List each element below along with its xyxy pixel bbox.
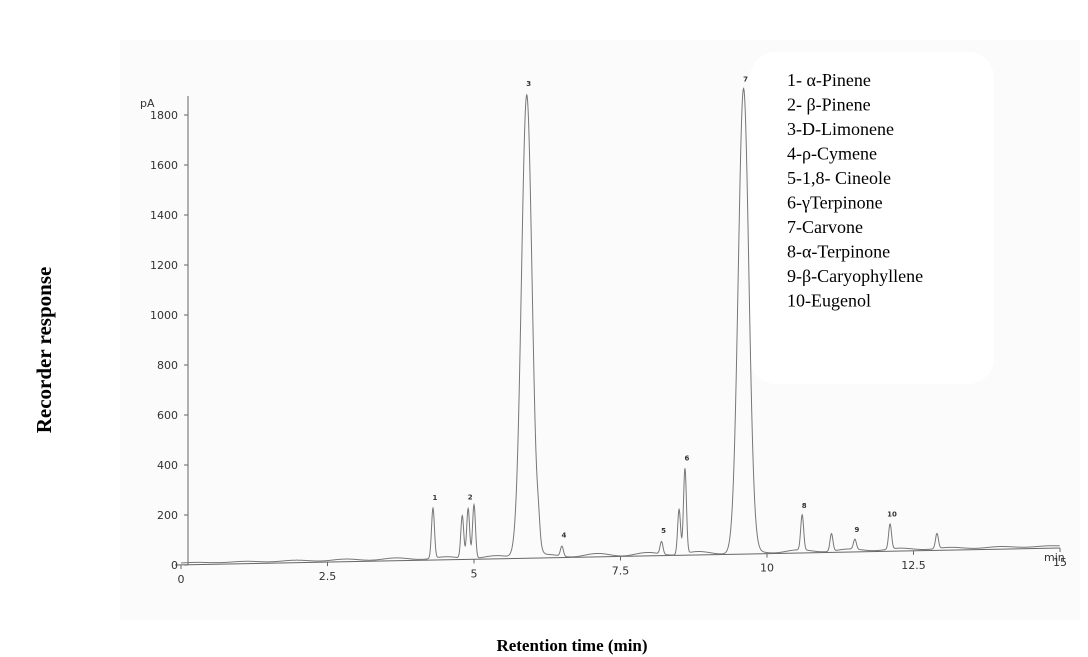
x-tick-label: 10 — [760, 562, 774, 575]
legend-item: 10-Eugenol — [787, 291, 871, 311]
y-tick-label: 0 — [171, 559, 178, 572]
x-axis-ticks: 0 2.5 5 7.5 10 12.5 15 — [178, 548, 1067, 586]
y-tick-label: 400 — [157, 459, 178, 472]
x-tick-label: 7.5 — [612, 565, 630, 578]
legend-item: 5-1,8- Cineole — [787, 168, 891, 188]
legend-box — [750, 52, 994, 384]
y-tick-label: 1800 — [150, 109, 178, 122]
legend-item: 1- α-Pinene — [787, 70, 871, 90]
y-tick-label: 1000 — [150, 309, 178, 322]
x-tick-label: 0 — [178, 573, 185, 586]
peak-label: 3 — [526, 80, 531, 88]
x-tick-label: 2.5 — [319, 570, 337, 583]
y-tick-label: 800 — [157, 359, 178, 372]
peak-label: 7 — [743, 76, 748, 84]
peak-label: 9 — [854, 526, 859, 534]
y-unit-label: pA — [140, 97, 155, 110]
x-axis-line — [174, 547, 1061, 566]
legend-item: 6-γTerpinone — [787, 193, 883, 213]
legend-item: 7-Carvone — [787, 217, 863, 237]
peak-label: 5 — [661, 527, 666, 535]
y-axis-title: Recorder response — [32, 267, 56, 434]
peak-label: 10 — [887, 510, 897, 518]
y-tick-label: 1200 — [150, 259, 178, 272]
x-unit-label: min — [1044, 551, 1065, 564]
x-tick-label: 5 — [471, 567, 478, 580]
peak-label: 4 — [561, 532, 566, 540]
legend-item: 2- β-Pinene — [787, 95, 871, 115]
y-tick-label: 1400 — [150, 209, 178, 222]
peak-label: 8 — [802, 502, 807, 510]
y-tick-label: 1600 — [150, 159, 178, 172]
x-tick-label: 12.5 — [901, 559, 926, 572]
legend-item: 3-D-Limonene — [787, 119, 894, 139]
x-axis-title: Retention time (min) — [496, 636, 647, 655]
chromatogram-trace — [180, 87, 1060, 564]
x-tick-label: 15 — [1053, 556, 1067, 569]
y-axis-ticks: 0 200 400 600 800 1000 1200 1400 1600 1800 — [150, 109, 188, 572]
peak-label: 6 — [685, 454, 690, 462]
legend-item: 9-β-Caryophyllene — [787, 266, 923, 286]
legend: 1- α-Pinene 2- β-Pinene 3-D-Limonene 4-ρ-Cy… — [787, 70, 923, 311]
peak-labels: 1 2 3 4 5 6 7 8 9 10 — [433, 76, 898, 540]
peak-label: 2 — [468, 493, 473, 501]
legend-item: 4-ρ-Cymene — [787, 144, 877, 164]
legend-item: 8-α-Terpinone — [787, 242, 890, 262]
y-tick-label: 600 — [157, 409, 178, 422]
trace-line — [180, 87, 1060, 564]
y-tick-label: 200 — [157, 509, 178, 522]
peak-label: 1 — [433, 494, 438, 502]
